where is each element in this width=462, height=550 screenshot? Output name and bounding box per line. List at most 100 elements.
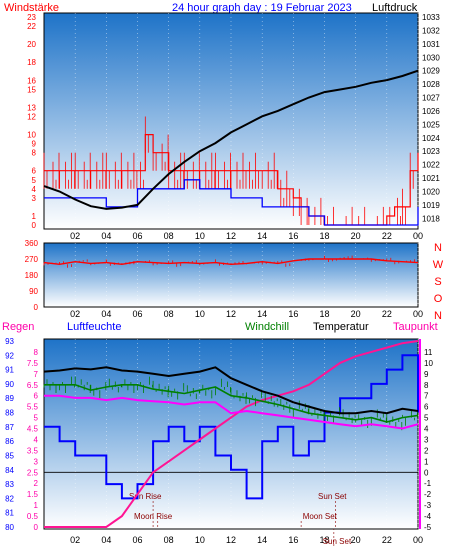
time-tick: 22: [382, 231, 392, 241]
wind-axis-tick: 10: [27, 131, 36, 140]
pressure-axis-tick: 1025: [422, 120, 440, 129]
time-tick: 02: [70, 231, 80, 241]
time-tick: 10: [195, 309, 205, 319]
rain-axis-tick: 1: [34, 501, 39, 510]
time-tick: 18: [319, 231, 329, 241]
rain-axis-tick: 4: [34, 435, 39, 444]
humidity-temperature-plot: 808182838485868788899091929300.511.522.5…: [5, 337, 433, 546]
time-tick: 06: [132, 535, 142, 545]
pressure-axis-tick: 1018: [422, 214, 440, 223]
temp-axis-tick: 1: [424, 457, 429, 466]
temp-axis-tick: -2: [424, 490, 432, 499]
chart-title: 24 hour graph day : 19 Februar 2023: [172, 2, 352, 14]
direction-axis-tick: 90: [29, 287, 38, 296]
wind-axis-tick: 20: [27, 40, 36, 49]
direction-axis-tick: 270: [25, 255, 39, 264]
time-tick: 00: [413, 535, 423, 545]
astro-label: Moon Set: [303, 512, 338, 521]
dewpoint-label: Taupunkt: [393, 321, 438, 333]
rain-axis-tick: 5.5: [27, 403, 39, 412]
time-tick: 22: [382, 535, 392, 545]
astro-label: Sun Set: [318, 492, 347, 501]
pressure-axis-tick: 1024: [422, 134, 440, 143]
pressure-axis-tick: 1021: [422, 174, 440, 183]
time-tick: 04: [101, 535, 111, 545]
humidity-temperature-panel: [43, 338, 419, 530]
humidity-label: Luftfeuchte: [67, 321, 121, 333]
rain-axis-tick: 5: [34, 414, 39, 423]
time-tick: 06: [132, 231, 142, 241]
temperature-label: Temperatur: [313, 321, 369, 333]
temp-axis-tick: 6: [424, 403, 429, 412]
compass-label: N: [434, 242, 442, 254]
wind-axis-tick: 0: [32, 221, 37, 230]
pressure-axis-tick: 1033: [422, 13, 440, 22]
wind-axis-tick: 13: [27, 103, 36, 112]
time-tick: 00: [413, 231, 423, 241]
rain-axis-tick: 1.5: [27, 490, 39, 499]
rain-label: Regen: [2, 321, 34, 333]
temp-axis-tick: 3: [424, 435, 429, 444]
wind-axis-tick: 5: [32, 176, 37, 185]
pressure-axis-tick: 1019: [422, 201, 440, 210]
time-tick: 06: [132, 309, 142, 319]
temp-axis-tick: 8: [424, 381, 429, 390]
rain-axis-tick: 2: [34, 479, 39, 488]
wind-axis-tick: 16: [27, 76, 36, 85]
rain-axis-tick: 2.5: [27, 468, 39, 477]
humidity-axis-tick: 81: [5, 509, 14, 518]
time-tick: 16: [288, 309, 298, 319]
temp-axis-tick: -5: [424, 523, 432, 532]
humidity-axis-tick: 88: [5, 409, 14, 418]
wind-axis-tick: 6: [32, 167, 37, 176]
direction-axis-tick: 0: [34, 303, 39, 312]
time-tick: 12: [226, 535, 236, 545]
temp-axis-tick: 0: [424, 468, 429, 477]
humidity-axis-tick: 93: [5, 337, 14, 346]
rain-axis-tick: 6.5: [27, 381, 39, 390]
time-tick: 14: [257, 231, 267, 241]
windchill-label: Windchill: [245, 321, 289, 333]
temp-axis-tick: 9: [424, 370, 429, 379]
time-tick: 12: [226, 309, 236, 319]
wind-axis-tick: 9: [32, 140, 37, 149]
temp-axis-tick: 4: [424, 425, 429, 434]
pressure-title: Luftdruck: [372, 2, 418, 14]
rain-axis-tick: 7: [34, 370, 39, 379]
wind-axis-tick: 8: [32, 149, 37, 158]
humidity-axis-tick: 84: [5, 466, 14, 475]
rain-axis-tick: 0.5: [27, 512, 39, 521]
humidity-axis-tick: 85: [5, 451, 14, 460]
pressure-axis-tick: 1029: [422, 67, 440, 76]
dewpoint-line: [44, 394, 419, 430]
pressure-axis-tick: 1020: [422, 187, 440, 196]
temp-axis-tick: -3: [424, 501, 432, 510]
humidity-axis-tick: 83: [5, 480, 14, 489]
pressure-axis-tick: 1027: [422, 94, 440, 103]
wind-axis-tick: 4: [32, 185, 37, 194]
pressure-axis-tick: 1023: [422, 147, 440, 156]
rain-axis-tick: 3: [34, 457, 39, 466]
pressure-axis-tick: 1022: [422, 161, 440, 170]
time-tick: 08: [164, 231, 174, 241]
time-tick: 08: [164, 309, 174, 319]
temp-axis-tick: 10: [424, 359, 433, 368]
compass-label: W: [433, 259, 444, 271]
wind-axis-tick: 15: [27, 85, 36, 94]
time-tick: 04: [101, 231, 111, 241]
rain-line: [44, 340, 419, 528]
time-tick: 20: [351, 231, 361, 241]
wind-title: Windstärke: [4, 2, 59, 14]
time-tick: 14: [257, 309, 267, 319]
rain-axis-tick: 8: [34, 348, 39, 357]
time-tick: 16: [288, 535, 298, 545]
humidity-axis-tick: 82: [5, 494, 14, 503]
direction-axis-tick: 360: [25, 239, 39, 248]
humidity-line: [44, 354, 419, 500]
temp-axis-tick: 7: [424, 392, 429, 401]
rain-axis-tick: 3.5: [27, 446, 39, 455]
pressure-axis-tick: 1026: [422, 107, 440, 116]
time-tick: 16: [288, 231, 298, 241]
